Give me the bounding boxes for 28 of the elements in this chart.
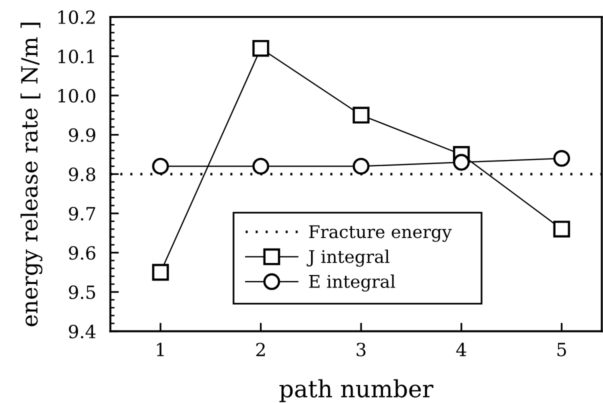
point [352,158,370,175]
x-tick-label: 1 [156,342,164,356]
y-tick-label: 9.8 [68,168,96,182]
y-tick-label: 9.4 [68,324,96,338]
legend-label: E integral [309,274,396,292]
y-axis-title: energy release rate [ N/m ] [20,22,42,326]
y-tick-label: 10.2 [58,10,95,24]
y-tick-label: 10.1 [58,50,94,64]
legend-label: Fracture energy [309,225,452,242]
point [553,150,570,167]
point [252,158,270,175]
point [553,220,570,238]
point [152,264,169,281]
x-tick-label: 5 [557,342,566,356]
x-axis-title: path number [279,379,434,402]
point [452,154,470,171]
x-tick-label: 3 [356,342,366,356]
x-tick-label: 2 [256,342,265,356]
point [352,106,370,124]
y-tick-label: 9.9 [68,128,96,142]
point [252,40,270,57]
legend-label: J integral [306,250,390,267]
point [152,158,169,175]
y-tick-label: 9.5 [68,285,96,300]
y-tick-label: 9.6 [68,246,96,260]
x-tick-label: 4 [456,342,466,356]
y-tick-label: 10.0 [58,88,96,103]
y-tick-label: 9.7 [68,206,96,221]
